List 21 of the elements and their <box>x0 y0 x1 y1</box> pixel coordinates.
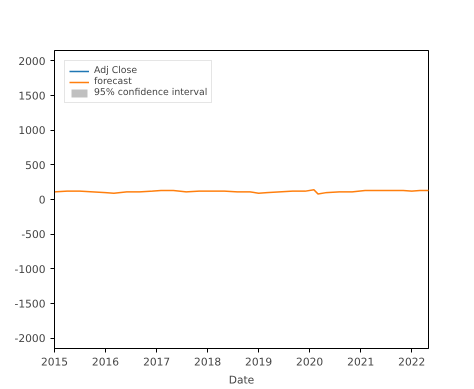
y-tick-label: 1500 <box>18 90 46 103</box>
x-tick-label: 2019 <box>245 356 272 368</box>
x-tick-label: 2020 <box>296 356 324 368</box>
y-tick-label: 0 <box>38 194 46 206</box>
y-tick-label: -500 <box>21 228 46 242</box>
y-tick-label: -1500 <box>14 297 46 310</box>
x-tick-label: 2021 <box>347 356 374 368</box>
x-tick-label: 2018 <box>194 356 222 368</box>
legend-label: Adj Close <box>94 65 138 76</box>
y-tick-label: 2000 <box>18 54 46 68</box>
legend-label: 95% confidence interval <box>94 87 208 98</box>
x-tick-label: 2022 <box>398 356 426 368</box>
y-tick-label: -2000 <box>14 332 46 346</box>
x-tick-label: 2015 <box>40 356 68 368</box>
x-tick-label: 2016 <box>92 356 120 368</box>
x-axis-title: Date <box>228 374 254 386</box>
y-tick-label: -1000 <box>14 262 46 276</box>
legend-label: forecast <box>94 76 132 87</box>
y-tick-label: 500 <box>25 158 46 172</box>
x-tick-label: 2017 <box>143 356 170 368</box>
y-tick-label: 1000 <box>18 124 46 138</box>
